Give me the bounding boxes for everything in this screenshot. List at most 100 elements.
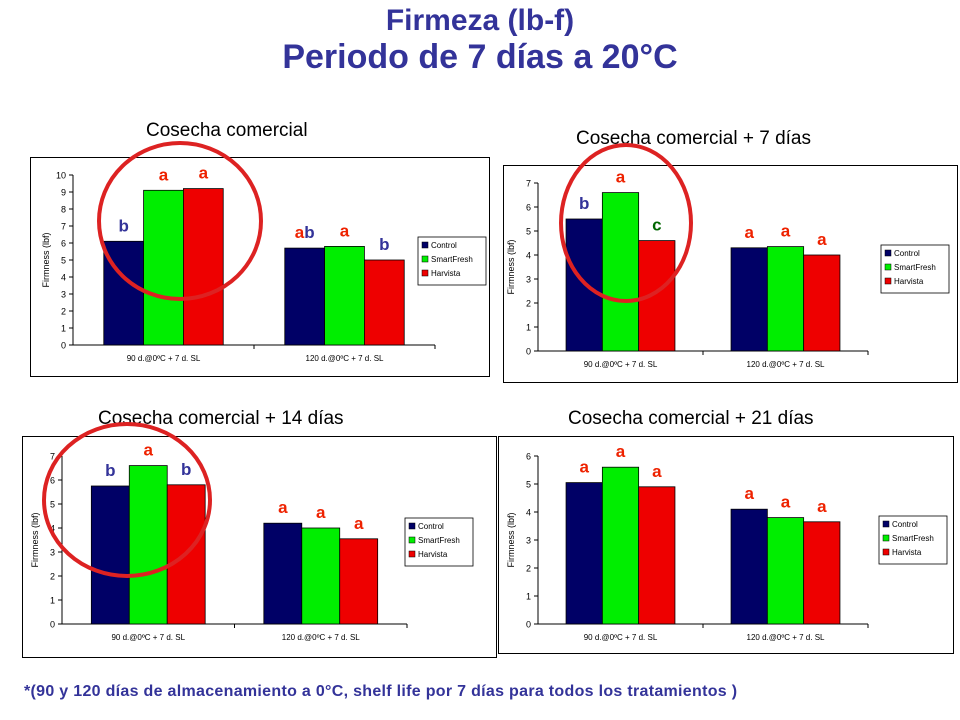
legend-label: Control [418, 522, 444, 531]
legend: Control SmartFresh Harvista [404, 517, 474, 567]
x-tick-label: 120 d.@0ºC + 7 d. SL [282, 633, 361, 642]
y-tick-label: 6 [61, 239, 66, 249]
y-tick-label: 10 [56, 171, 66, 181]
significance-letter: a [652, 462, 662, 481]
chart-svg-1: 0 1 2 3 4 5 6 7 8 9 10 Firmness (lbf) 90 d.@0ºC + 7 … [30, 141, 490, 377]
chart-svg-3: 0 1 2 3 4 5 6 7 Firmness (lbf) 90 d.@0ºC + 7 d. S… [22, 422, 497, 658]
x-tick-label: 90 d.@0ºC + 7 d. SL [127, 354, 201, 363]
bar-smartfresh-2 [766, 246, 805, 352]
bar-smartfresh-2 [301, 527, 341, 625]
x-tick-label: 120 d.@0ºC + 7 d. SL [747, 633, 826, 642]
significance-letter: a [616, 442, 626, 461]
highlight-circle [559, 143, 693, 303]
chart-panel-4: 0 1 2 3 4 5 6 Firmness (lbf) 90 d.@0ºC + 7 d. SL… [498, 436, 954, 654]
y-tick-label: 4 [526, 251, 531, 261]
significance-letter: b [105, 461, 115, 480]
chart-panel-3: 0 1 2 3 4 5 6 7 Firmness (lbf) 90 d.@0ºC + 7 d. S… [22, 422, 497, 658]
y-tick-label: 5 [526, 480, 531, 490]
chart-caption-1: Cosecha comercial [146, 120, 308, 141]
y-tick-label: 9 [61, 188, 66, 198]
legend-label: Harvista [892, 548, 922, 557]
y-tick-label: 5 [526, 227, 531, 237]
chart-panel-1: 0 1 2 3 4 5 6 7 8 9 10 Firmness (lbf) 90 d.@0ºC + 7 … [30, 141, 490, 377]
bar-harvista-2 [364, 259, 405, 346]
significance-letter: a [616, 168, 626, 187]
significance-letter: a [817, 230, 827, 249]
y-tick-label: 4 [61, 273, 66, 283]
y-tick-label: 1 [526, 323, 531, 333]
significance-letter: a [781, 222, 791, 241]
significance-letter: b [181, 460, 191, 479]
chart-caption-4: Cosecha comercial + 21 días [568, 408, 814, 429]
y-axis-label: Firmness (lbf) [506, 512, 516, 567]
chart-svg-2: 0 1 2 3 4 5 6 7 Firmness (lbf) 90 d.@0ºC + 7 d. S… [503, 143, 958, 383]
y-tick-label: 7 [61, 222, 66, 232]
legend-swatch [884, 263, 892, 271]
legend-swatch [408, 522, 416, 530]
bar-control-1 [565, 482, 603, 625]
legend-swatch [882, 534, 890, 542]
legend-label: Harvista [894, 277, 924, 286]
legend-swatch [408, 550, 416, 558]
x-tick-label: 90 d.@0ºC + 7 d. SL [584, 360, 658, 369]
x-tick-label: 120 d.@0ºC + 7 d. SL [747, 360, 826, 369]
legend: Control SmartFresh Harvista [880, 244, 950, 294]
significance-letter: a [144, 441, 154, 460]
y-tick-label: 8 [61, 205, 66, 215]
bar-smartfresh-1 [128, 465, 168, 625]
bar-control-2 [730, 247, 768, 352]
significance-letter: a [579, 458, 589, 477]
highlight-circle [97, 141, 263, 301]
legend-label: Harvista [418, 550, 448, 559]
y-tick-label: 3 [61, 290, 66, 300]
significance-letter: a [159, 165, 169, 184]
legend-label: Harvista [431, 269, 461, 278]
y-tick-label: 6 [526, 203, 531, 213]
x-tick-label: 120 d.@0ºC + 7 d. SL [306, 354, 385, 363]
x-tick-label: 90 d.@0ºC + 7 d. SL [584, 633, 658, 642]
significance-letter: b [379, 235, 389, 254]
significance-letter: a [199, 164, 209, 183]
legend-label: Control [894, 249, 920, 258]
y-tick-label: 3 [526, 275, 531, 285]
y-tick-label: 2 [61, 307, 66, 317]
y-tick-label: 0 [50, 620, 55, 630]
y-tick-label: 7 [526, 179, 531, 189]
significance-letter: a [354, 514, 364, 533]
chart-caption-3: Cosecha comercial + 14 días [98, 408, 344, 429]
legend: Control SmartFresh Harvista [878, 515, 948, 565]
legend-swatch [421, 269, 429, 277]
legend-swatch [882, 520, 890, 528]
chart-svg-4: 0 1 2 3 4 5 6 Firmness (lbf) 90 d.@0ºC + 7 d. SL… [498, 436, 954, 654]
bar-smartfresh-2 [766, 517, 805, 625]
highlight-circle [42, 422, 212, 578]
legend-swatch [884, 249, 892, 257]
y-tick-label: 7 [50, 452, 55, 462]
bar-smartfresh-1 [601, 466, 640, 625]
bar-control-2 [284, 247, 325, 346]
bar-harvista-1 [638, 486, 676, 625]
legend: Control SmartFresh Harvista [417, 236, 487, 286]
y-tick-label: 5 [50, 500, 55, 510]
bar-control-1 [90, 485, 130, 625]
significance-letter: a [744, 223, 754, 242]
significance-letter: a [316, 503, 326, 522]
legend-label: Control [892, 520, 918, 529]
y-tick-label: 6 [50, 476, 55, 486]
y-tick-label: 1 [61, 324, 66, 334]
significance-letter: a [744, 484, 754, 503]
bar-smartfresh-1 [601, 192, 640, 352]
bar-control-2 [263, 522, 303, 625]
legend-label: SmartFresh [418, 536, 460, 545]
y-tick-label: 3 [50, 548, 55, 558]
significance-letter: a [278, 498, 288, 517]
bar-harvista-1 [183, 188, 224, 346]
legend-label: SmartFresh [431, 255, 473, 264]
legend-label: SmartFresh [894, 263, 936, 272]
y-tick-label: 4 [526, 508, 531, 518]
bar-smartfresh-2 [324, 246, 365, 346]
y-tick-label: 2 [526, 564, 531, 574]
legend-swatch [884, 277, 892, 285]
y-tick-label: 0 [526, 347, 531, 357]
significance-letter: ab [295, 223, 315, 242]
